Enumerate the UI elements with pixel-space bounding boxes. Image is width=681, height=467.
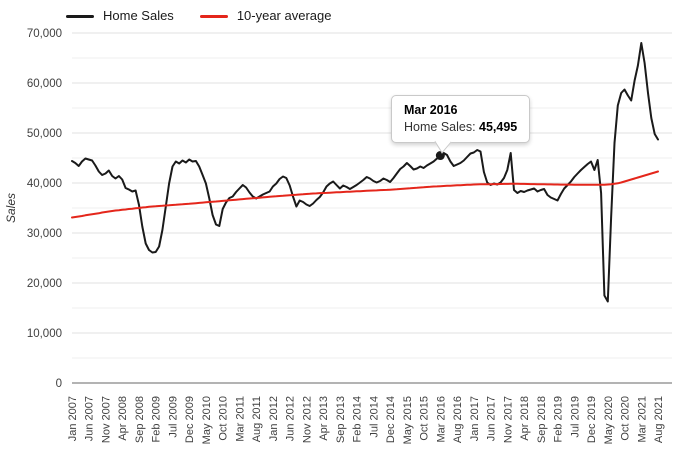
legend-item-home-sales[interactable]: Home Sales [66,7,174,25]
ten-year-average-line[interactable] [71,170,659,219]
x-tick-label: Jul 2019 [569,396,581,438]
x-tick-label: Apr 2013 [318,396,330,441]
y-tick-label: 0 [56,378,62,390]
x-tick-label: Dec 2014 [385,396,397,443]
tooltip-series-label: Home Sales: [404,120,480,134]
y-tick-label: 70,000 [27,28,62,40]
x-tick-label: Aug 2021 [653,396,665,443]
legend: Home Sales 10-year average [66,7,331,25]
selected-point-marker[interactable] [435,151,445,161]
legend-label-10-year-average: 10-year average [236,8,332,23]
x-tick-label: Oct 2015 [419,396,431,441]
x-tick-label: Aug 2011 [251,396,263,442]
x-tick-label: Oct 2010 [218,396,230,441]
y-tick-label: 30,000 [27,228,62,240]
x-tick-label: Nov 2017 [502,396,514,443]
x-tick-label: Nov 2012 [301,396,313,443]
x-tick-label: Jan 2012 [268,396,280,441]
x-tick-label: Apr 2018 [519,396,531,441]
tooltip-title: Mar 2016 [404,103,458,117]
x-tick-label: Apr 2008 [117,396,129,441]
x-tick-label: Oct 2020 [620,396,632,441]
x-tick-label: Jan 2017 [469,396,481,441]
x-tick-label: Sep 2018 [536,396,548,443]
x-tick-label: Mar 2021 [636,396,648,442]
x-tick-label: Dec 2019 [586,396,598,443]
x-tick-label: Nov 2007 [100,396,112,443]
x-tick-label: May 2020 [603,396,615,444]
x-tick-label: Dec 2009 [184,396,196,443]
x-tick-label: Jan 2007 [67,396,79,441]
x-tick-label: Jun 2007 [84,396,96,441]
x-tick-label: Sep 2013 [335,396,347,443]
x-tick-label: May 2015 [402,396,414,444]
x-tick-label: Jul 2009 [167,396,179,438]
x-tick-label: Aug 2016 [452,396,464,443]
ten-year-average-line-swatch [199,14,228,18]
x-tick-label: Feb 2019 [553,396,565,442]
x-tick-label: Feb 2009 [151,396,163,442]
x-tick-label: Jul 2014 [368,396,380,438]
home-sales-line-swatch [66,14,94,18]
tooltip-body: Home Sales: 45,495 [404,120,517,134]
y-tick-label: 20,000 [27,278,62,290]
y-tick-label: 50,000 [27,128,62,140]
x-tick-label: Feb 2014 [352,396,364,442]
y-tick-label: 40,000 [27,178,62,190]
x-tick-label: Jun 2012 [285,396,297,441]
x-tick-label: Sep 2008 [134,396,146,443]
y-tick-label: 10,000 [27,328,62,340]
x-tick-label: Mar 2016 [435,396,447,442]
y-tick-label: 60,000 [27,78,62,90]
home-sales-line[interactable] [71,42,659,303]
legend-label-home-sales: Home Sales [103,8,174,23]
y-axis-title: Sales [4,193,18,223]
legend-item-10-year-average[interactable]: 10-year average [199,7,332,25]
x-tick-label: Jun 2017 [486,396,498,441]
tooltip-value: 45,495 [479,120,518,134]
tooltip: Mar 2016 Home Sales: 45,495 [391,95,531,154]
x-tick-label: Mar 2011 [234,396,246,442]
x-tick-label: May 2010 [201,396,213,444]
